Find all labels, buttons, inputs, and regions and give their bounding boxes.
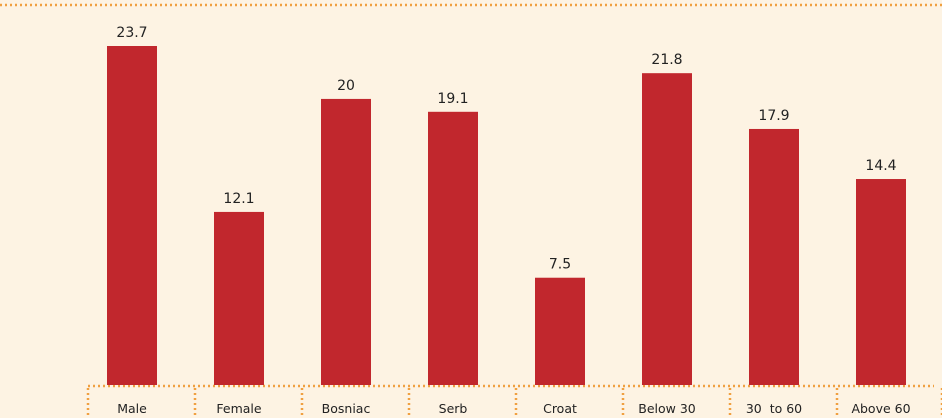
x-tick-label: Female [216,401,262,416]
value-label: 23.7 [116,25,147,41]
value-label: 17.9 [758,108,789,124]
x-tick-label: Above 60 [851,401,910,416]
value-label: 14.4 [865,158,896,174]
bar [535,277,585,385]
value-label: 21.8 [651,52,682,68]
value-label: 20 [337,78,355,94]
x-tick-label: Male [117,401,147,416]
bar [428,111,478,385]
bar [321,98,371,386]
x-tick-label: Below 30 [638,401,696,416]
x-tick-label: Croat [543,401,577,416]
bar [749,128,799,385]
value-label: 12.1 [223,191,254,207]
x-tick-label: 30 to 60 [746,401,802,416]
bar [107,46,157,385]
bar [214,211,264,385]
x-tick-label: Serb [439,401,468,416]
bar [642,73,692,385]
value-label: 19.1 [437,91,468,107]
value-label: 7.5 [549,257,571,273]
bar [856,179,906,385]
x-tick-label: Bosniac [322,401,371,416]
